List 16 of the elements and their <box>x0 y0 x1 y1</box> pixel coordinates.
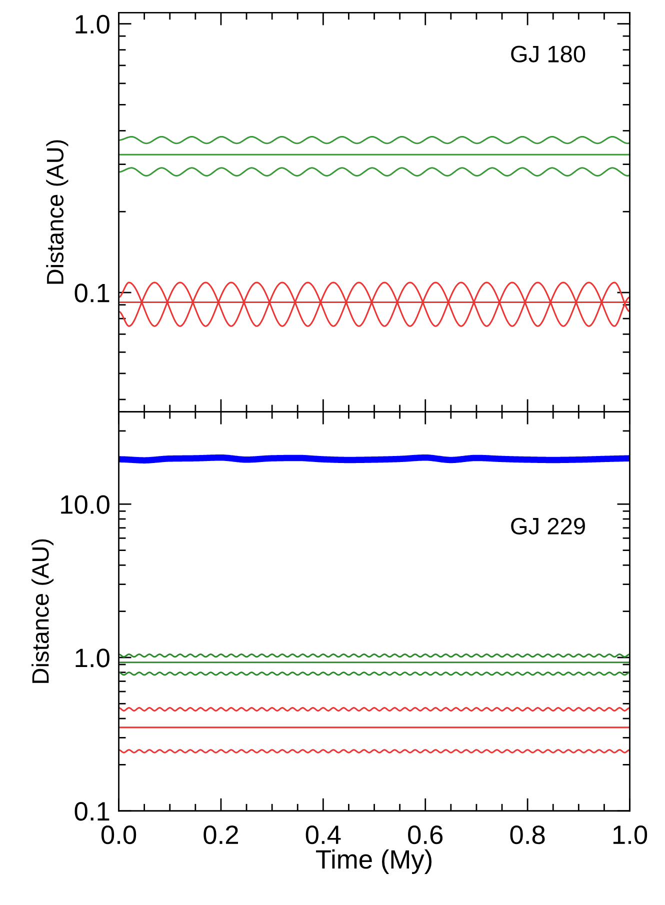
y-tick-label: 1.0 <box>76 14 110 34</box>
y-axis-title: Distance (AU) <box>32 539 54 683</box>
annotation: GJ 180 <box>511 46 586 62</box>
x-tick-label: 0.6 <box>408 825 443 844</box>
y-tick-label: 0.1 <box>74 802 110 821</box>
x-tick-label: 0.0 <box>101 825 136 844</box>
y-tick-label: 0.1 <box>74 284 110 302</box>
x-tick-label: 0.4 <box>306 825 341 844</box>
x-axis-title: Time (My) <box>316 849 432 874</box>
y-tick-label: 10.0 <box>61 495 110 514</box>
annotation: GJ 229 <box>511 518 585 535</box>
x-tick-label: 0.8 <box>510 825 545 844</box>
x-tick-label: 1.0 <box>613 825 648 844</box>
x-tick-label: 0.2 <box>204 825 238 844</box>
y-axis-title: Distance (AU) <box>46 140 68 284</box>
y-tick-label: 1.0 <box>76 648 110 668</box>
